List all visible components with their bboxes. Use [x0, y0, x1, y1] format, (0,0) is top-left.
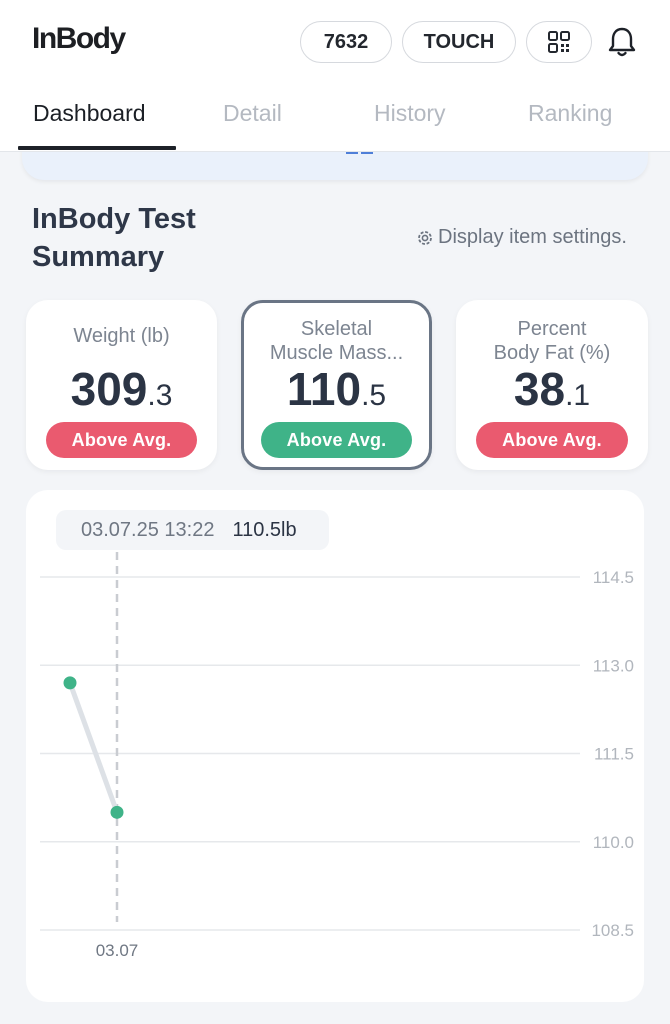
y-tick-label: 108.5: [591, 921, 634, 940]
weight-card[interactable]: Weight (lb) 309.3 Above Avg.: [26, 300, 217, 470]
body-fat-label-line2: Body Fat (%): [493, 342, 611, 364]
body-fat-status-badge: Above Avg.: [476, 422, 628, 458]
skeletal-muscle-label-line1: Skeletal: [300, 318, 373, 340]
section-title: InBody Test Summary: [32, 203, 196, 273]
gear-icon: [418, 230, 432, 245]
inbody-logo: InBody: [32, 22, 126, 55]
weight-status-badge: Above Avg.: [46, 422, 197, 458]
y-tick-label: 114.5: [593, 568, 634, 587]
percent-body-fat-card[interactable]: Percent Body Fat (%) 38.1 Above Avg.: [456, 300, 648, 470]
tab-bar: Dashboard Detail History Ranking: [0, 92, 670, 152]
y-tick-label: 111.5: [594, 745, 634, 764]
skeletal-muscle-status-badge: Above Avg.: [261, 422, 412, 458]
tab-history[interactable]: History: [374, 100, 446, 126]
tooltip-date: 03.07.25 13:22: [81, 518, 215, 541]
x-tick-label: 03.07: [96, 941, 139, 960]
qr-code-icon: [548, 31, 570, 53]
display-settings-link[interactable]: Display item settings.: [415, 226, 627, 249]
data-point: [63, 676, 77, 690]
bell-icon[interactable]: [604, 24, 640, 60]
active-tab-indicator: [18, 146, 176, 150]
tooltip-value: 110.5lb: [232, 518, 297, 541]
skeletal-muscle-value: 110.5: [286, 363, 387, 415]
skeletal-muscle-label-line2: Muscle Mass...: [269, 342, 404, 364]
display-settings-label: Display item settings.: [438, 226, 627, 248]
qr-code-button[interactable]: [526, 21, 592, 63]
tab-detail[interactable]: Detail: [223, 100, 282, 126]
trend-chart-card: [26, 490, 644, 1002]
tab-ranking[interactable]: Ranking: [528, 100, 613, 126]
y-tick-label: 113.0: [593, 656, 634, 675]
tab-dashboard[interactable]: Dashboard: [33, 100, 146, 126]
top-bar: InBody 7632 TOUCH Dashboard Detail Histo…: [0, 0, 670, 152]
skeletal-muscle-mass-card[interactable]: Skeletal Muscle Mass... 110.5 Above Avg.: [241, 300, 432, 470]
body-fat-label-line1: Percent: [517, 318, 587, 340]
body-fat-value: 38.1: [513, 363, 591, 415]
chart-tooltip: 03.07.25 13:22 110.5lb: [56, 510, 329, 550]
weight-label: Weight (lb): [73, 325, 170, 347]
series-line: [67, 680, 120, 815]
member-id-button[interactable]: 7632: [300, 21, 392, 63]
y-tick-label: 110.0: [593, 833, 634, 852]
touch-button[interactable]: TOUCH: [402, 21, 516, 63]
weight-value: 309.3: [70, 363, 173, 415]
data-point: [110, 805, 124, 819]
